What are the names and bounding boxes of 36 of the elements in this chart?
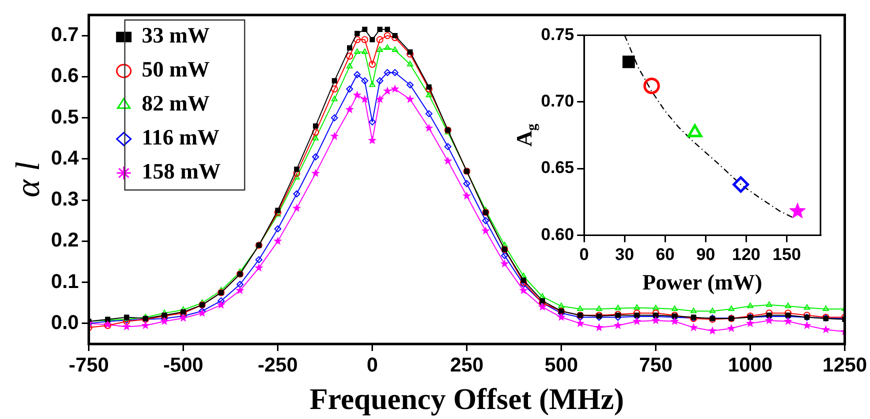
y-tick-label: 0.5 xyxy=(50,106,79,128)
x-tick-label: 0 xyxy=(579,245,589,264)
x-tick-label: 0 xyxy=(366,354,378,377)
x-tick-label: 750 xyxy=(639,354,672,377)
x-tick-label: -500 xyxy=(163,354,204,377)
y-tick-label: 0.70 xyxy=(540,92,574,111)
y-tick-label: 0.60 xyxy=(540,224,574,244)
x-tick-label: 90 xyxy=(696,245,716,264)
y-tick-label: 0.6 xyxy=(50,65,79,88)
y-tick-label: 0.65 xyxy=(540,158,574,178)
legend-label: 33 mW xyxy=(142,22,210,48)
x-tick-label: 30 xyxy=(615,245,634,264)
x-tick-label: 120 xyxy=(732,245,760,264)
y-tick-label: 0.75 xyxy=(540,24,574,44)
y-tick-label: 0.2 xyxy=(50,230,79,252)
y-tick-label: 0.1 xyxy=(50,270,79,293)
x-tick-label: -250 xyxy=(258,354,298,377)
y-tick-label: 0.3 xyxy=(50,188,79,211)
legend-label: 82 mW xyxy=(142,90,210,116)
x-tick-label: 250 xyxy=(450,354,484,377)
x-tick-label: 150 xyxy=(772,245,801,264)
legend-label: 158 mW xyxy=(142,158,221,184)
legend-label: 116 mW xyxy=(142,124,220,150)
y-tick-label: 0.4 xyxy=(50,147,80,170)
y-axis-title: Ag xyxy=(512,124,540,147)
x-tick-label: -750 xyxy=(68,354,109,377)
x-tick-label: 1250 xyxy=(822,354,868,377)
y-tick-label: 0.0 xyxy=(50,312,79,334)
legend-label: 50 mW xyxy=(142,56,210,82)
x-tick-label: 1000 xyxy=(728,354,773,377)
x-axis-title: Frequency Offset (MHz) xyxy=(310,382,624,416)
y-axis-title: α l xyxy=(10,162,47,198)
y-tick-label: 0.7 xyxy=(50,24,79,46)
x-tick-label: 60 xyxy=(656,245,675,264)
x-tick-label: 500 xyxy=(544,354,578,377)
x-axis-title: Power (mW) xyxy=(642,269,762,294)
